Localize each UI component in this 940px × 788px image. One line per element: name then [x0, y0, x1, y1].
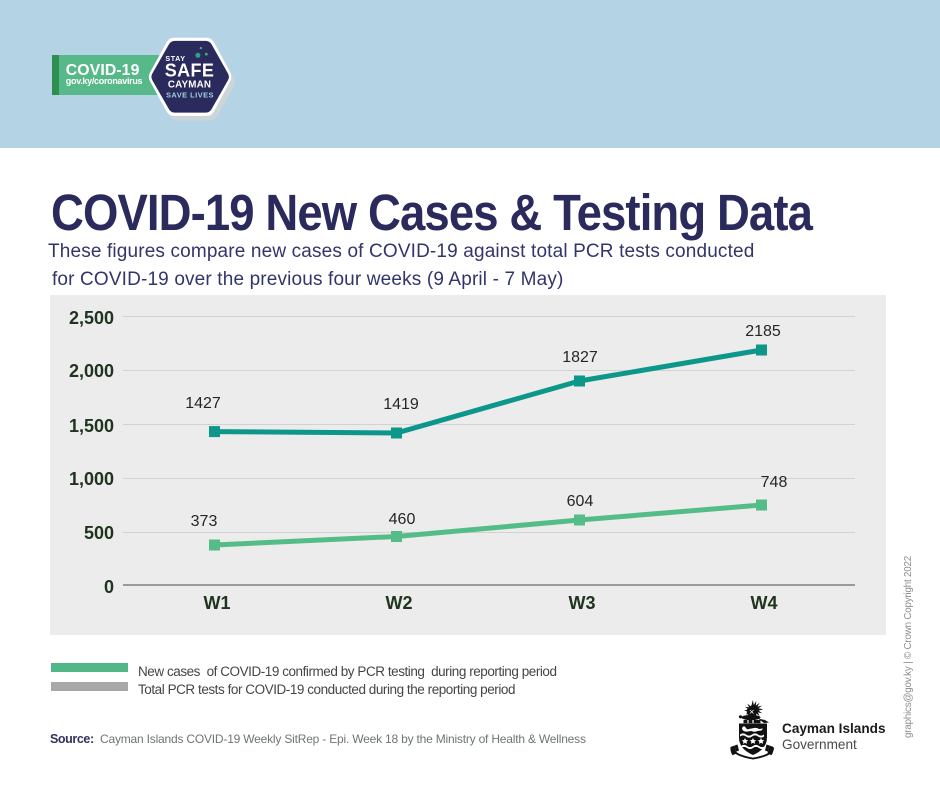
- svg-text:SAVE LIVES: SAVE LIVES: [166, 90, 214, 99]
- svg-text:SAFE: SAFE: [165, 61, 215, 81]
- svg-text:CAYMAN: CAYMAN: [168, 80, 211, 91]
- svg-text:STAY: STAY: [165, 54, 185, 63]
